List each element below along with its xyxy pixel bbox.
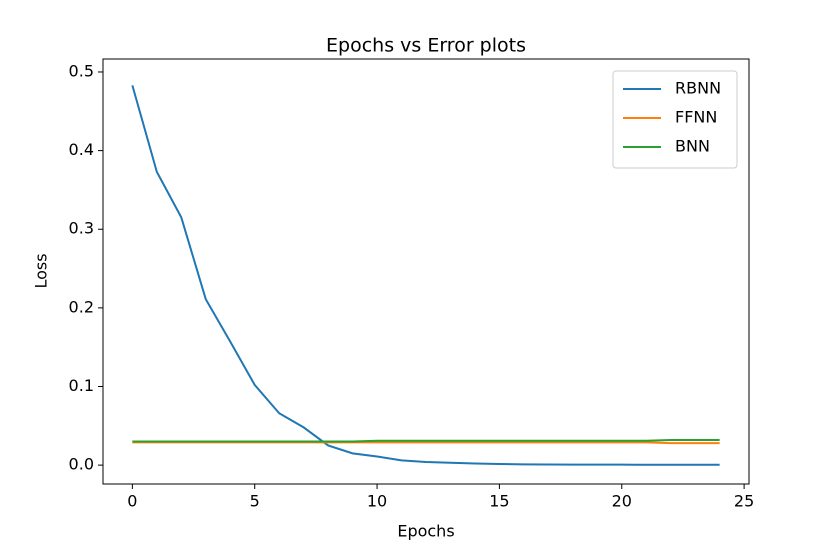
- x-tick-label: 25: [734, 492, 754, 511]
- y-tick-label: 0.4: [69, 140, 94, 159]
- y-tick-label: 0.3: [69, 219, 94, 238]
- x-axis-label: Epochs: [397, 522, 454, 541]
- y-tick-label: 0.5: [69, 61, 94, 80]
- legend-label: RBNN: [675, 79, 721, 98]
- x-tick-label: 15: [489, 492, 509, 511]
- y-axis-label: Loss: [32, 253, 51, 288]
- chart-title: Epochs vs Error plots: [326, 35, 526, 57]
- y-tick-label: 0.1: [69, 376, 94, 395]
- y-tick-label: 0.2: [69, 297, 94, 316]
- x-tick-label: 20: [612, 492, 632, 511]
- line-series: [132, 438, 720, 443]
- x-tick-label: 5: [250, 492, 260, 511]
- legend-label: FFNN: [675, 108, 717, 127]
- y-tick-label: 0.0: [69, 455, 94, 474]
- x-tick-label: 0: [127, 492, 137, 511]
- x-tick-label: 10: [367, 492, 387, 511]
- plot-frame: [102, 58, 750, 485]
- legend-label: BNN: [675, 137, 710, 156]
- legend-box: [612, 70, 738, 169]
- line-series: [131, 85, 720, 466]
